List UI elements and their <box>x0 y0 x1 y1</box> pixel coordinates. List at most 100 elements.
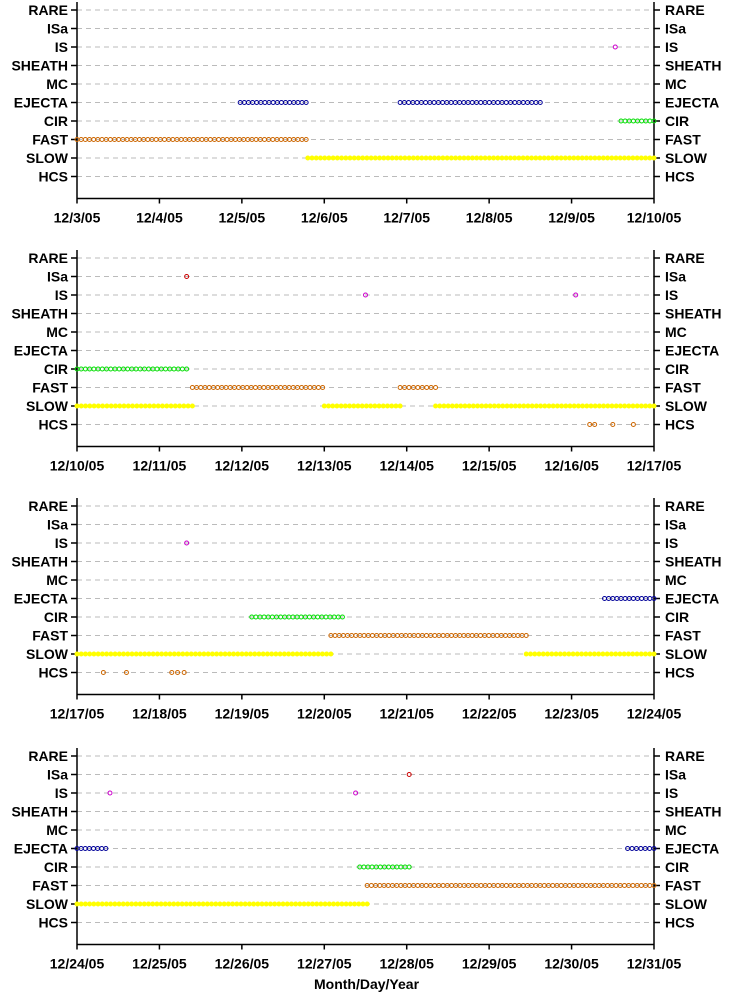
x-tick-label: 12/11/05 <box>133 458 187 474</box>
data-point-ejecta <box>423 100 429 105</box>
data-point-slow <box>293 901 299 907</box>
data-point-slow <box>179 901 185 907</box>
y-tick-label-left: SLOW <box>26 398 69 414</box>
data-point-slow <box>579 651 585 657</box>
data-point-fast <box>651 883 657 888</box>
data-point-slow <box>630 403 636 409</box>
data-point-slow <box>532 651 538 657</box>
data-point-slow <box>238 901 244 907</box>
data-point-slow <box>326 901 332 907</box>
y-tick-label-right: SHEATH <box>665 58 722 74</box>
data-point-slow <box>508 403 514 409</box>
y-tick-label-right: ISa <box>665 21 686 37</box>
data-point-slow <box>402 155 408 161</box>
data-point-slow <box>108 403 114 409</box>
data-point-slow <box>389 155 395 161</box>
data-point-cir <box>108 366 114 372</box>
x-tick-label: 12/17/05 <box>50 706 105 722</box>
x-tick-label: 12/9/05 <box>548 210 595 226</box>
x-tick-label: 12/31/05 <box>627 956 682 972</box>
data-point-slow <box>183 901 189 907</box>
data-point-slow <box>570 651 576 657</box>
data-point-slow <box>360 155 366 161</box>
data-point-slow <box>142 403 148 409</box>
data-point-slow <box>288 901 294 907</box>
data-point-slow <box>448 155 454 161</box>
data-point-slow <box>104 403 110 409</box>
y-tick-label-right: CIR <box>665 361 689 377</box>
data-point-slow <box>267 901 273 907</box>
data-point-fast <box>432 633 438 638</box>
data-point-slow <box>322 901 328 907</box>
data-point-slow <box>647 651 653 657</box>
data-point-slow <box>355 403 361 409</box>
x-tick-label: 12/8/05 <box>466 210 513 226</box>
data-point-slow <box>184 651 190 657</box>
data-point-hcs <box>123 670 129 675</box>
x-tick-label: 12/29/05 <box>462 956 517 972</box>
y-tick-label-right: FAST <box>665 878 701 894</box>
y-tick-label-left: IS <box>55 39 68 55</box>
data-point-slow <box>175 901 181 907</box>
data-point-slow <box>286 651 292 657</box>
data-point-slow <box>246 901 252 907</box>
y-tick-label-left: RARE <box>28 250 68 266</box>
data-point-slow <box>335 901 341 907</box>
data-point-slow <box>242 901 248 907</box>
data-point-slow <box>95 403 101 409</box>
y-tick-label-left: MC <box>46 76 68 92</box>
data-point-slow <box>562 155 568 161</box>
y-tick-label-right: MC <box>665 572 687 588</box>
data-point-slow <box>99 651 105 657</box>
data-point-slow <box>389 403 395 409</box>
data-point-slow <box>364 901 370 907</box>
data-point-slow <box>584 403 590 409</box>
data-point-slow <box>537 155 543 161</box>
data-point-slow <box>604 651 610 657</box>
data-point-slow <box>171 651 177 657</box>
data-point-slow <box>592 403 598 409</box>
x-tick-label: 12/19/05 <box>215 706 270 722</box>
data-point-slow <box>356 901 362 907</box>
data-point-slow <box>315 651 321 657</box>
data-point-ejecta <box>90 846 96 851</box>
data-point-slow <box>545 651 551 657</box>
data-point-slow <box>305 155 311 161</box>
data-point-fast <box>486 883 492 888</box>
data-point-fast <box>161 137 167 142</box>
data-point-slow <box>142 651 148 657</box>
data-point-slow <box>363 403 369 409</box>
x-tick-label: 12/3/05 <box>54 210 101 226</box>
data-point-slow <box>444 155 450 161</box>
data-point-slow <box>617 155 623 161</box>
data-point-slow <box>95 901 101 907</box>
data-point-slow <box>554 403 560 409</box>
data-point-slow <box>613 403 619 409</box>
data-point-slow <box>137 901 143 907</box>
data-point-slow <box>234 901 240 907</box>
data-point-slow <box>256 651 262 657</box>
data-point-slow <box>339 155 345 161</box>
data-point-is <box>353 790 359 796</box>
data-point-slow <box>380 403 386 409</box>
y-tick-label-right: IS <box>665 39 678 55</box>
data-point-slow <box>150 901 156 907</box>
data-point-slow <box>634 403 640 409</box>
data-point-slow <box>226 651 232 657</box>
y-tick-label-left: RARE <box>28 498 68 514</box>
data-point-slow <box>83 403 89 409</box>
data-point-slow <box>197 651 203 657</box>
data-point-slow <box>474 155 480 161</box>
data-point-fast <box>216 137 222 142</box>
data-point-slow <box>302 651 308 657</box>
data-point-slow <box>91 651 97 657</box>
data-point-slow <box>326 155 332 161</box>
data-point-ejecta <box>630 596 636 601</box>
data-point-slow <box>634 155 640 161</box>
y-tick-label-left: MC <box>46 572 68 588</box>
data-point-slow <box>217 901 223 907</box>
data-point-slow <box>533 403 539 409</box>
data-point-slow <box>231 651 237 657</box>
x-tick-label: 12/28/05 <box>379 956 434 972</box>
data-point-slow <box>651 155 657 161</box>
